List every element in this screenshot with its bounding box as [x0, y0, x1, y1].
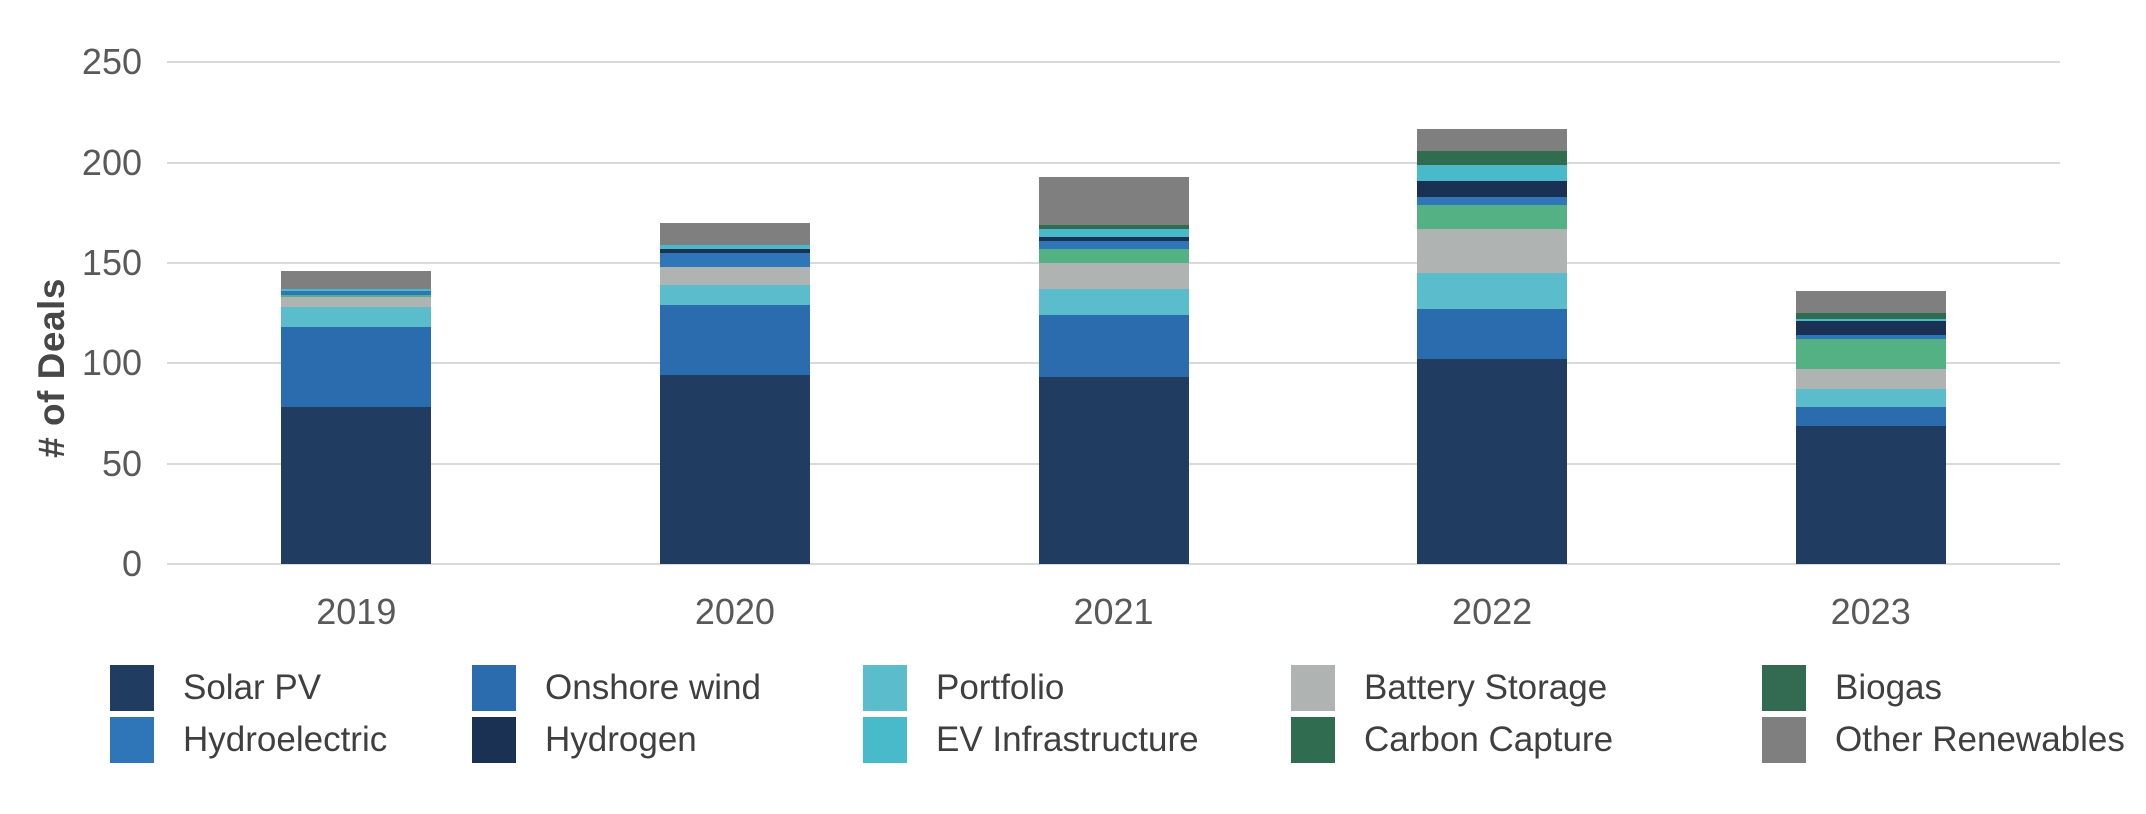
gridline-250 [167, 61, 2060, 64]
bar-segment-2021-biogas [1038, 248, 1189, 263]
y-axis-tick-label: 250 [81, 41, 142, 83]
x-axis-label-2021: 2021 [1073, 591, 1154, 632]
bar-segment-2021-hydroelectric [1038, 240, 1189, 249]
gridline-0 [167, 563, 2060, 565]
y-axis-tick-label: 200 [81, 141, 142, 183]
bar-segment-2022-portfolio [1417, 273, 1568, 310]
legend-label-other-renewables: Other Renewables [1835, 720, 2125, 759]
legend-swatch-other-renewables [1762, 717, 1806, 763]
y-axis-tick-label: 0 [121, 543, 142, 584]
bar-segment-2019-portfolio [281, 307, 432, 328]
bar-segment-2023-battery-storage [1795, 369, 1946, 390]
legend-label-battery-storage: Battery Storage [1364, 668, 1608, 707]
bar-segment-2023-solar-pv [1795, 425, 1946, 564]
legend-label-hydrogen: Hydrogen [545, 720, 697, 759]
bar-segment-2023-onshore-wind [1795, 407, 1946, 426]
bar-segment-2019-biogas [281, 295, 432, 298]
x-axis-label-2020: 2020 [694, 591, 775, 632]
bar-segment-2022-onshore-wind [1417, 309, 1568, 360]
y-axis-tick-label: 100 [81, 342, 142, 384]
bar-segment-2021-hydrogen [1038, 236, 1189, 241]
bar-segment-2019-hydroelectric [281, 291, 432, 296]
bar-segment-2019-ev-infrastructure [281, 289, 432, 292]
legend-swatch-onshore-wind [472, 665, 516, 711]
legend-label-onshore-wind: Onshore wind [545, 668, 761, 707]
bar-segment-2022-hydroelectric [1417, 196, 1568, 205]
bar-2022 [1417, 0, 1568, 564]
bar-2019 [281, 0, 432, 564]
legend-label-carbon-capture: Carbon Capture [1364, 720, 1614, 759]
bar-segment-2021-onshore-wind [1038, 315, 1189, 378]
bar-segment-2021-other-renewables [1038, 176, 1189, 225]
x-axis-label-2019: 2019 [316, 591, 397, 632]
bar-segment-2022-ev-infrastructure [1417, 164, 1568, 181]
bar-segment-2023-hydroelectric [1795, 335, 1946, 340]
bar-segment-2023-portfolio [1795, 389, 1946, 408]
y-axis-tick-label: 150 [81, 241, 142, 283]
legend-swatch-battery-storage [1291, 665, 1335, 711]
bar-segment-2022-hydrogen [1417, 180, 1568, 197]
legend-label-solar-pv: Solar PV [183, 668, 322, 707]
legend-swatch-ev-infrastructure [863, 717, 907, 763]
x-axis-label-2022: 2022 [1452, 591, 1533, 632]
bar-segment-2022-battery-storage [1417, 228, 1568, 274]
bar-segment-2019-other-renewables [281, 271, 432, 290]
bar-segment-2023-biogas [1795, 339, 1946, 370]
legend-swatch-hydrogen [472, 717, 516, 763]
bar-segment-2020-hydrogen [659, 248, 810, 253]
bar-2020 [659, 0, 810, 564]
gridline-200 [167, 161, 2060, 164]
legend-swatch-portfolio [863, 665, 907, 711]
bar-segment-2021-portfolio [1038, 289, 1189, 316]
bar-segment-2020-other-renewables [659, 222, 810, 245]
legend-label-portfolio: Portfolio [936, 668, 1065, 707]
legend-swatch-solar-pv [110, 665, 154, 711]
legend-swatch-carbon-capture [1291, 717, 1335, 763]
x-axis-label-2023: 2023 [1830, 591, 1911, 632]
bar-segment-2022-solar-pv [1417, 359, 1568, 564]
legend-swatch-biogas [1762, 665, 1806, 711]
legend-label-ev-infrastructure: EV Infrastructure [936, 720, 1199, 759]
bar-segment-2019-solar-pv [281, 407, 432, 564]
bar-segment-2019-battery-storage [281, 297, 432, 308]
bar-segment-2022-other-renewables [1417, 128, 1568, 151]
bar-segment-2021-solar-pv [1038, 377, 1189, 564]
bar-segment-2021-carbon-capture [1038, 224, 1189, 229]
bar-segment-2022-carbon-capture [1417, 150, 1568, 165]
bar-2023 [1795, 0, 1946, 564]
bar-segment-2023-carbon-capture [1795, 313, 1946, 320]
legend-label-hydroelectric: Hydroelectric [183, 720, 388, 759]
bar-segment-2022-biogas [1417, 204, 1568, 229]
y-axis-tick-label: 50 [101, 442, 142, 484]
bar-segment-2020-battery-storage [659, 267, 810, 286]
bar-segment-2021-ev-infrastructure [1038, 228, 1189, 237]
legend-label-biogas: Biogas [1835, 668, 1943, 707]
bar-segment-2023-hydrogen [1795, 321, 1946, 336]
bar-segment-2020-solar-pv [659, 375, 810, 564]
legend-swatch-hydroelectric [110, 717, 154, 763]
bar-segment-2023-ev-infrastructure [1795, 319, 1946, 322]
bar-segment-2019-onshore-wind [281, 327, 432, 408]
bar-2021 [1038, 0, 1189, 564]
bar-segment-2021-battery-storage [1038, 262, 1189, 290]
bar-segment-2020-ev-infrastructure [659, 244, 810, 249]
bar-segment-2020-onshore-wind [659, 305, 810, 376]
bar-segment-2020-hydroelectric [659, 252, 810, 267]
bar-segment-2020-portfolio [659, 285, 810, 306]
bar-segment-2023-other-renewables [1795, 291, 1946, 314]
